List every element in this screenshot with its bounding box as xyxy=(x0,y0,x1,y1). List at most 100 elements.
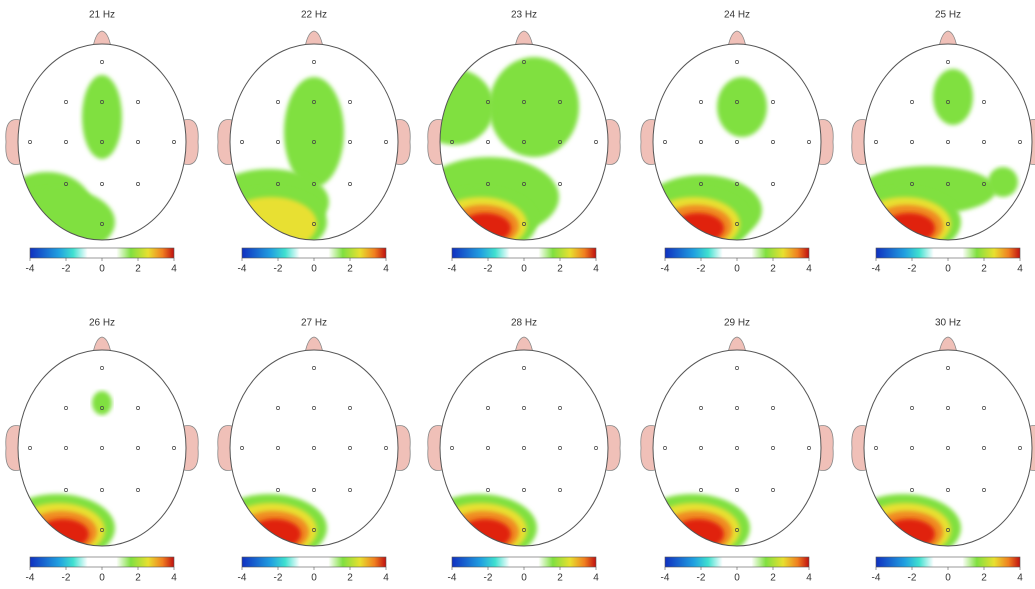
electrode xyxy=(348,140,352,144)
electrode xyxy=(522,366,526,370)
electrode xyxy=(100,222,104,226)
ear xyxy=(183,119,199,165)
electrode xyxy=(663,446,667,450)
topo-panel: 24 Hz -4 -2 0 2 4 xyxy=(640,10,834,275)
nose xyxy=(92,336,112,354)
electrode xyxy=(136,446,140,450)
panel-title: 23 Hz xyxy=(511,10,537,21)
panel-title: 26 Hz xyxy=(89,318,115,329)
electrode xyxy=(522,222,526,226)
ear xyxy=(818,119,834,165)
electrode xyxy=(100,488,104,492)
colorbar-tick-label: 0 xyxy=(99,264,105,275)
colorbar-tick-label: -4 xyxy=(26,573,35,584)
colorbar-tick-label: 4 xyxy=(383,573,389,584)
electrode xyxy=(100,406,104,410)
head-outline xyxy=(652,349,822,547)
ear xyxy=(851,425,867,471)
colorbar xyxy=(241,556,387,568)
head-outline xyxy=(229,349,399,547)
electrode xyxy=(522,446,526,450)
topo-panel: 22 Hz -4 -2 0 2 4 xyxy=(217,10,411,275)
colorbar-tick-label: -2 xyxy=(62,573,71,584)
panel-title: 24 Hz xyxy=(724,10,750,21)
panel-title: 21 Hz xyxy=(89,10,115,21)
colorbar-tick-label: 4 xyxy=(1017,573,1023,584)
colorbar-tick-label: 2 xyxy=(557,264,563,275)
activity xyxy=(230,494,327,546)
electrode xyxy=(486,406,490,410)
electrode xyxy=(699,140,703,144)
electrode xyxy=(522,60,526,64)
colorbar-tick-label: -4 xyxy=(448,573,457,584)
nose xyxy=(514,336,534,354)
colorbar-tick-label: 2 xyxy=(135,264,141,275)
colorbar-tick-label: -2 xyxy=(697,264,706,275)
electrode xyxy=(699,100,703,104)
electrode xyxy=(276,100,280,104)
electrode xyxy=(276,446,280,450)
colorbar-tick-label: 4 xyxy=(1017,264,1023,275)
electrode xyxy=(522,182,526,186)
colorbar-tick-label: 0 xyxy=(521,264,527,275)
head-outline xyxy=(229,43,399,241)
ear xyxy=(640,425,656,471)
panel-title: 29 Hz xyxy=(724,318,750,329)
ear xyxy=(427,119,443,165)
colorbar-tick-label: -2 xyxy=(274,573,283,584)
electrode xyxy=(946,366,950,370)
electrode xyxy=(735,488,739,492)
head-outline xyxy=(17,349,187,547)
electrode xyxy=(663,140,667,144)
nose xyxy=(304,336,324,354)
colorbar-tick-label: 2 xyxy=(557,573,563,584)
colorbar-tick-label: -2 xyxy=(484,264,493,275)
panel-title: 30 Hz xyxy=(935,318,961,329)
activity-blob xyxy=(489,57,579,157)
panel-title: 27 Hz xyxy=(301,318,327,329)
activity-blob xyxy=(883,519,935,546)
electrode xyxy=(64,100,68,104)
electrode xyxy=(946,406,950,410)
colorbar-tick-label: 2 xyxy=(770,264,776,275)
electrode xyxy=(276,182,280,186)
electrode xyxy=(486,182,490,186)
electrode xyxy=(240,446,244,450)
electrode xyxy=(450,446,454,450)
ear xyxy=(217,119,233,165)
colorbar xyxy=(241,247,387,259)
colorbar-tick-label: 2 xyxy=(135,573,141,584)
electrode xyxy=(946,60,950,64)
electrode xyxy=(348,406,352,410)
colorbar-tick-label: 2 xyxy=(347,573,353,584)
ear xyxy=(427,425,443,471)
electrode xyxy=(699,446,703,450)
ear xyxy=(605,119,621,165)
electrode xyxy=(312,60,316,64)
activity-blob xyxy=(440,69,494,145)
colorbar-tick-label: 0 xyxy=(734,264,740,275)
activity-blob xyxy=(92,391,112,415)
colorbar-tick-label: 0 xyxy=(945,573,951,584)
colorbar-tick-label: -4 xyxy=(238,264,247,275)
colorbar-tick-label: -4 xyxy=(238,573,247,584)
electrode xyxy=(486,140,490,144)
electrode xyxy=(522,406,526,410)
electrode xyxy=(522,488,526,492)
electrode xyxy=(312,100,316,104)
ear xyxy=(818,425,834,471)
topo-panel: 23 Hz -4 -2 0 2 4 xyxy=(427,10,621,275)
activity xyxy=(864,494,961,546)
colorbar-tick-label: 4 xyxy=(806,264,812,275)
colorbar-tick-label: 0 xyxy=(945,264,951,275)
electrode xyxy=(910,100,914,104)
electrode xyxy=(946,182,950,186)
topo-panel: 21 Hz -4 -2 0 2 4 xyxy=(5,10,199,275)
electrode xyxy=(735,60,739,64)
colorbar-tick-label: 0 xyxy=(734,573,740,584)
electrode xyxy=(348,182,352,186)
colorbar xyxy=(664,556,810,568)
colorbar-tick-label: 2 xyxy=(347,264,353,275)
